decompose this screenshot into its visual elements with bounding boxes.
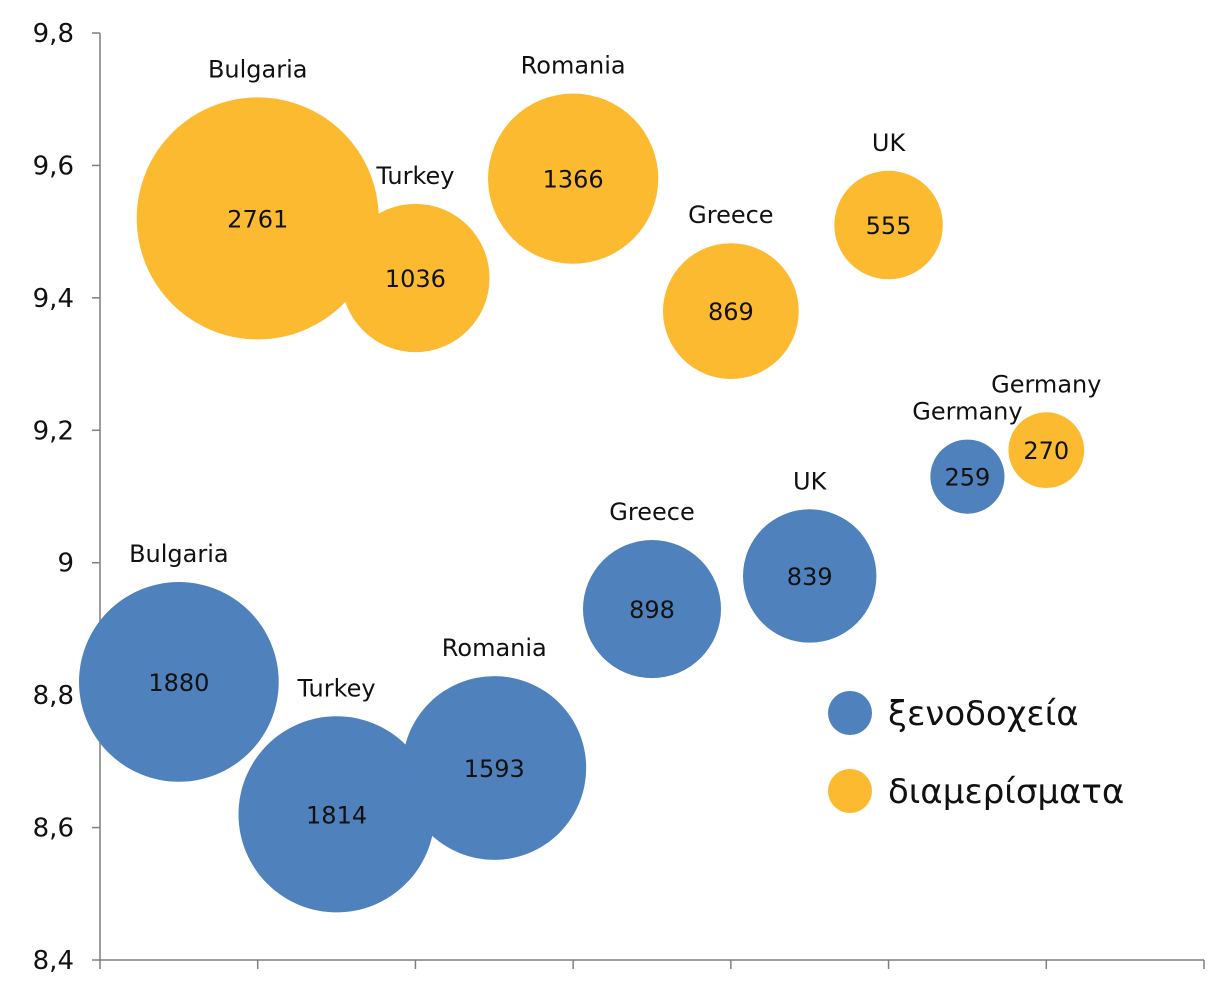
- bubble-romania: [488, 93, 659, 264]
- bubble-turkey: [341, 203, 490, 353]
- bubble-greece: [582, 540, 722, 679]
- legend-label: ξενοδοχεία: [888, 694, 1079, 734]
- bubble-country-label: Germany: [912, 398, 1022, 426]
- y-tick-label: 9,4: [33, 284, 74, 314]
- legend-marker: [828, 769, 872, 813]
- bubble-value-label: 839: [787, 563, 833, 591]
- bubble-country-label: UK: [872, 129, 907, 157]
- bubble-value-label: 1814: [306, 801, 367, 829]
- axes: 8,4 8,6 8,8 9 9,2 9,4 9,6 9,8: [33, 19, 1205, 976]
- y-tick-label: 9,2: [33, 416, 74, 446]
- bubble-value-label: 1880: [148, 669, 209, 697]
- y-tick-label: 9,6: [33, 151, 74, 181]
- bubble-country-label: UK: [793, 467, 828, 495]
- bubble-country-label: Romania: [521, 52, 626, 80]
- legend-marker: [828, 691, 872, 735]
- bubble-value-label: 259: [945, 464, 991, 492]
- bubble-value-label: 869: [708, 298, 754, 326]
- bubble-country-label: Bulgaria: [129, 540, 229, 568]
- y-tick-label: 8,6: [33, 814, 74, 844]
- bubble-country-label: Turkey: [297, 674, 376, 702]
- bubble-value-label: 1036: [385, 265, 446, 293]
- y-tick-label: 8,4: [33, 946, 74, 976]
- bubbles: 2761 Bulgaria 1880 Bulgaria 1814 Turkey 1593 Ro…: [79, 52, 1101, 913]
- y-tick-label: 9,8: [33, 19, 74, 49]
- bubble-value-label: 555: [866, 212, 912, 240]
- bubble-value-label: 2761: [227, 205, 288, 233]
- bubble-value-label: 270: [1023, 437, 1069, 465]
- y-tick-label: 8,8: [33, 681, 74, 711]
- bubble-bulgaria: [79, 582, 279, 782]
- bubble-greece: [662, 243, 799, 379]
- bubble-germany: [1008, 412, 1085, 488]
- bubble-country-label: Germany: [991, 370, 1101, 398]
- legend-label: διαμερίσματα: [888, 772, 1124, 812]
- bubble-uk: [743, 509, 877, 643]
- bubble-germany: [930, 439, 1005, 514]
- bubble-turkey: [238, 716, 435, 913]
- y-tick-label: 9: [57, 549, 74, 579]
- bubble-country-label: Bulgaria: [208, 55, 308, 83]
- bubble-romania: [402, 676, 587, 860]
- legend: ξενοδοχεία διαμερίσματα: [828, 691, 1124, 813]
- bubble-uk: [834, 170, 943, 280]
- bubble-value-label: 898: [629, 596, 675, 624]
- bubble-country-label: Romania: [442, 634, 547, 662]
- bubble-value-label: 1593: [464, 755, 525, 783]
- bubble-country-label: Greece: [609, 498, 694, 526]
- bubble-value-label: 1366: [543, 166, 604, 194]
- bubble-bulgaria: [136, 97, 379, 340]
- bubble-country-label: Greece: [688, 201, 773, 229]
- bubble-country-label: Turkey: [375, 162, 454, 190]
